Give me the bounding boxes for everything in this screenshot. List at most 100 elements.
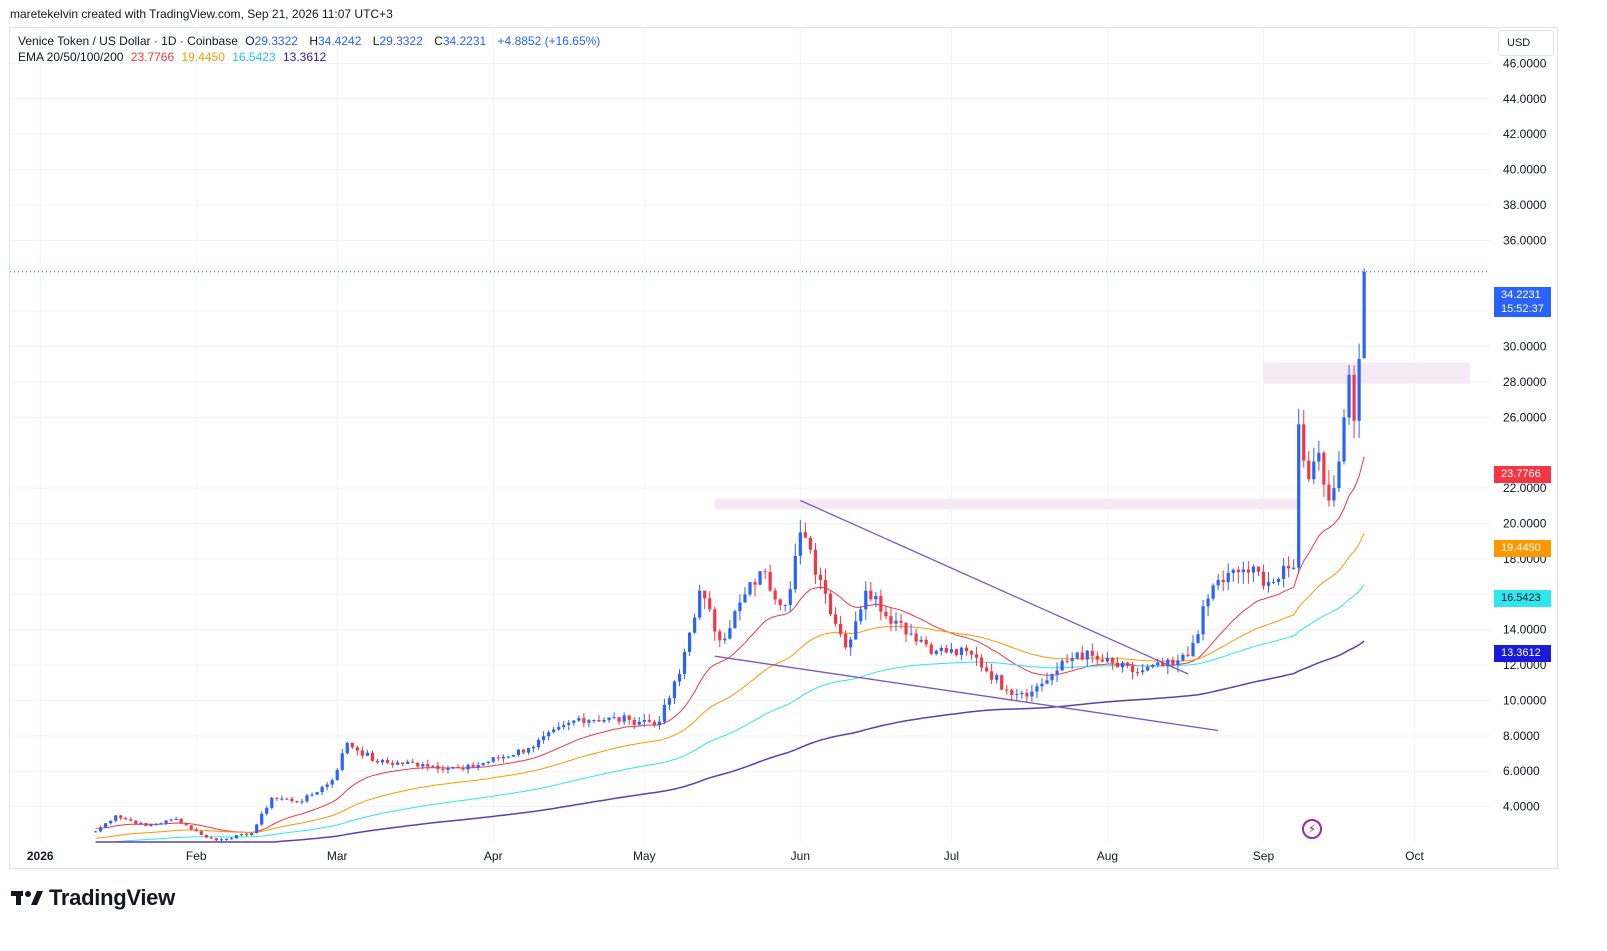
candle-body xyxy=(934,650,938,654)
bar-countdown: 15:52:37 xyxy=(1501,303,1544,315)
candle-body xyxy=(99,827,103,832)
candle-body xyxy=(330,780,334,785)
candle-body xyxy=(703,590,707,599)
candle-body xyxy=(466,764,470,770)
candle-body xyxy=(889,616,893,624)
candle-body xyxy=(496,757,500,759)
author-line: maretekelvin created with TradingView.co… xyxy=(10,7,393,21)
candle-body xyxy=(305,795,309,802)
candle-body xyxy=(844,634,848,648)
candle-body xyxy=(1115,662,1120,668)
candle-body xyxy=(189,825,193,830)
y-tick-label: 22.0000 xyxy=(1503,481,1547,495)
candle-body xyxy=(265,807,269,814)
candle-body xyxy=(1000,675,1004,690)
candle-body xyxy=(1362,271,1366,359)
legend-change: +4.8852 (+16.65%) xyxy=(497,34,601,48)
candle-body xyxy=(1256,566,1261,572)
candle-body xyxy=(1075,652,1079,659)
candle-body xyxy=(1020,693,1024,695)
candle-body xyxy=(859,609,863,622)
candle-body xyxy=(446,768,450,770)
candle-body xyxy=(436,765,440,769)
candle-body xyxy=(320,786,324,793)
currency-button[interactable]: USD xyxy=(1498,30,1554,56)
candle-body xyxy=(476,764,480,768)
candle-body xyxy=(813,549,818,575)
trendlines xyxy=(714,499,1219,732)
candle-body xyxy=(884,611,888,617)
y-tick-label: 42.0000 xyxy=(1503,127,1547,141)
candle-body xyxy=(1186,654,1190,657)
candle-body xyxy=(557,726,561,730)
candle-body xyxy=(396,762,400,765)
candle-body xyxy=(919,639,923,642)
candle-body xyxy=(823,580,828,594)
candle-body xyxy=(1025,693,1029,697)
candle-body xyxy=(335,769,339,781)
legend-ohlc-row: Venice Token / US Dollar · 1D · Coinbase… xyxy=(18,34,601,48)
legend-ema100: 16.5423 xyxy=(232,50,276,64)
candle-body xyxy=(1156,662,1160,665)
candle-body xyxy=(426,764,430,767)
candle-body xyxy=(375,760,380,763)
tradingview-logo-icon xyxy=(11,891,43,905)
candle-body xyxy=(1312,461,1316,480)
candle-body xyxy=(1287,565,1291,569)
candle-body xyxy=(355,747,359,751)
candle-body xyxy=(1171,659,1175,666)
candle-body xyxy=(501,756,505,759)
candle-body xyxy=(1070,658,1074,662)
candle-body xyxy=(632,719,636,725)
candle-body xyxy=(1357,358,1361,421)
candle-body xyxy=(531,747,536,749)
lower-trendline xyxy=(714,655,1219,732)
candle-body xyxy=(1040,683,1044,687)
candle-body xyxy=(869,590,873,600)
candle-body xyxy=(828,593,833,615)
candle-body xyxy=(1015,694,1019,696)
candle-body xyxy=(526,748,531,753)
candle-body xyxy=(1216,580,1220,586)
brand-name: TradingView xyxy=(49,885,175,910)
x-tick-label: Feb xyxy=(186,849,207,863)
candle-body xyxy=(224,838,229,840)
candle-body xyxy=(662,704,667,722)
candle-body xyxy=(1146,666,1150,671)
candle-body xyxy=(204,834,208,838)
legend-close: 34.2231 xyxy=(442,34,487,48)
resistance-zone xyxy=(1263,362,1470,384)
candle-body xyxy=(708,598,712,610)
candle-body xyxy=(954,649,958,656)
x-tick-label: Mar xyxy=(327,849,348,863)
candle-body xyxy=(1292,567,1296,569)
ema50-tag: 19.4450 xyxy=(1494,540,1551,557)
y-tick-label: 46.0000 xyxy=(1503,56,1547,70)
brand-logo: TradingView xyxy=(11,885,175,911)
candle-body xyxy=(738,602,742,612)
support-zone xyxy=(714,498,1299,510)
lightning-icon[interactable]: ⚡ xyxy=(1302,819,1322,839)
candle-body xyxy=(214,838,218,841)
candle-body xyxy=(93,831,98,833)
candle-body xyxy=(904,622,908,635)
candle-body xyxy=(1090,650,1094,656)
candle-body xyxy=(1282,565,1286,579)
candle-body xyxy=(728,628,732,639)
candle-body xyxy=(1095,655,1099,660)
candle-body xyxy=(129,819,133,821)
candle-body xyxy=(1161,662,1165,667)
candle-body xyxy=(1307,460,1311,480)
candle-body xyxy=(1035,686,1039,692)
candle-body xyxy=(587,720,591,723)
y-tick-label: 8.0000 xyxy=(1503,729,1540,743)
x-tick-label: May xyxy=(633,849,656,863)
candle-body xyxy=(114,815,118,821)
candle-body xyxy=(562,724,566,727)
candle-body xyxy=(667,698,672,705)
candle-body xyxy=(199,831,203,835)
candle-body xyxy=(939,647,943,651)
y-tick-label: 38.0000 xyxy=(1503,198,1547,212)
candle-body xyxy=(1136,672,1140,674)
